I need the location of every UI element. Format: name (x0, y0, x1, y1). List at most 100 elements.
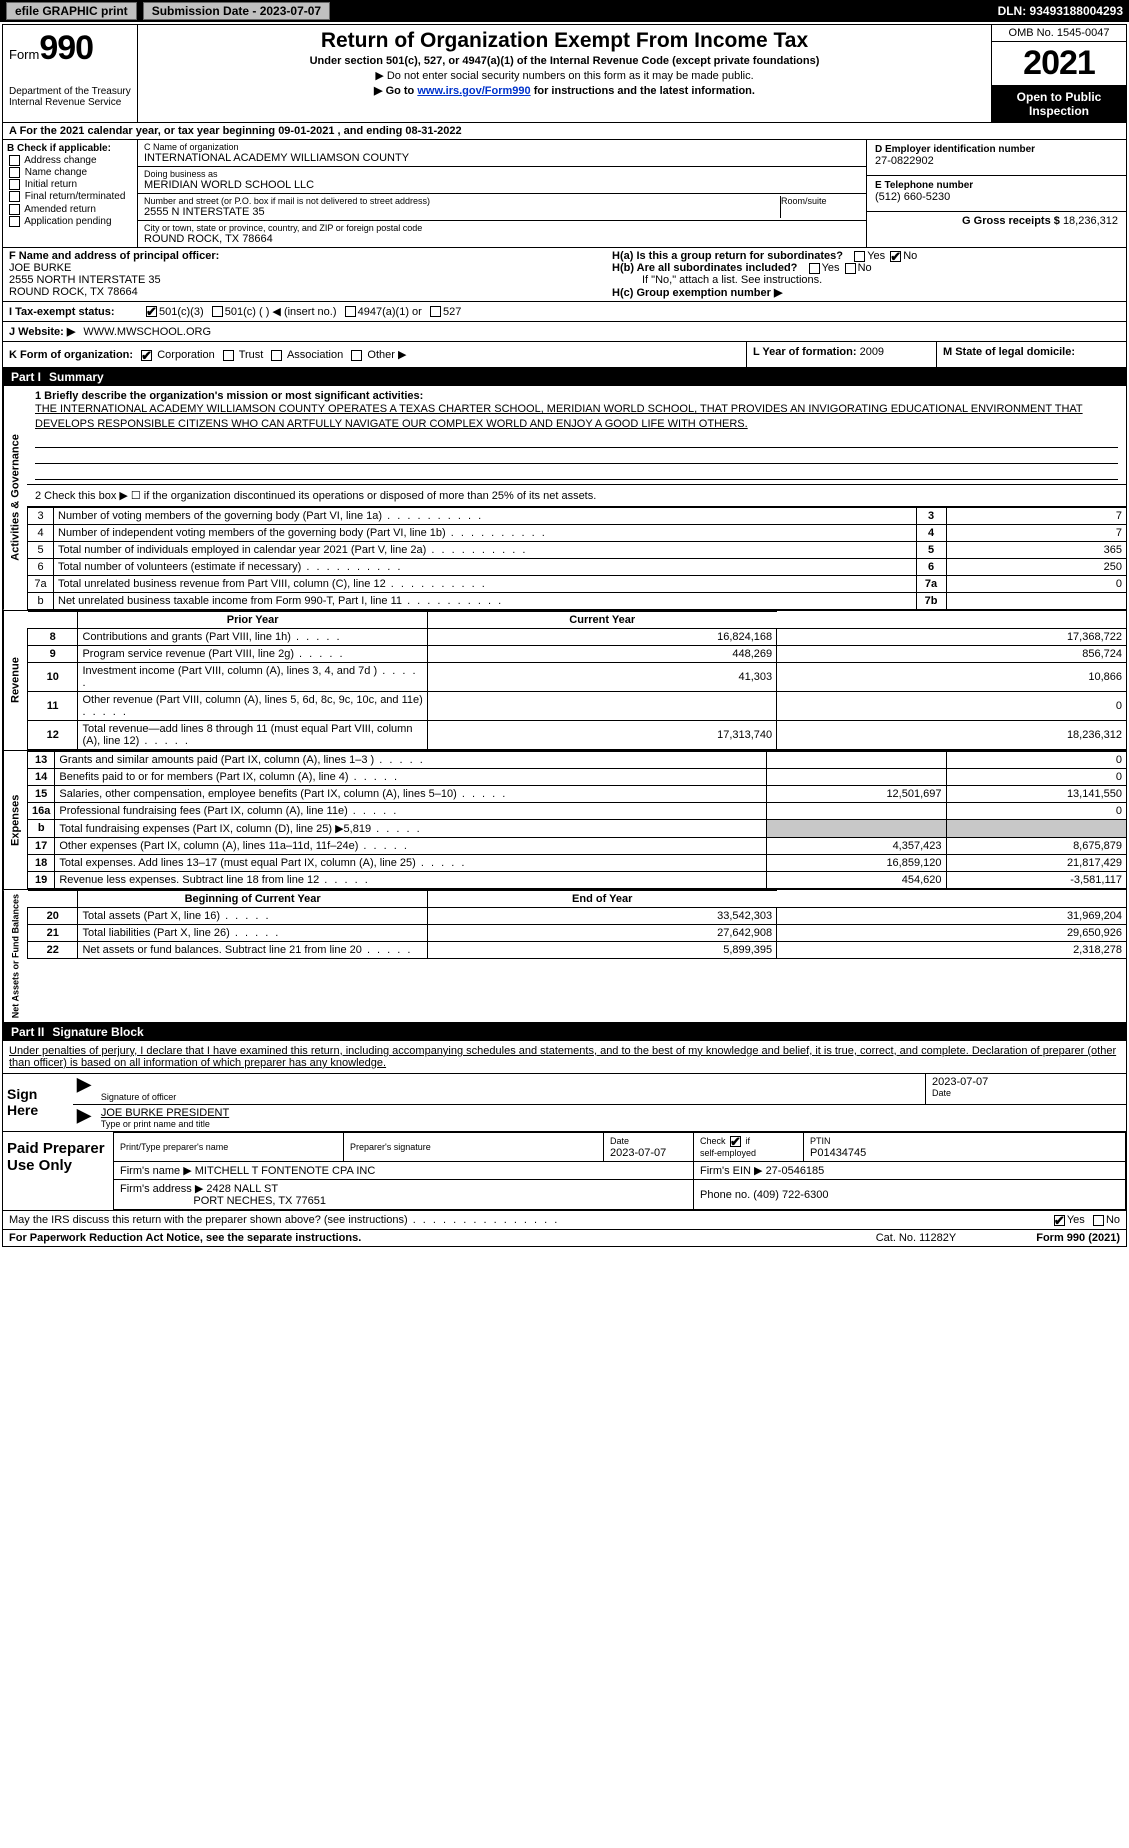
part-ii-label: Part II (11, 1025, 52, 1039)
chk-ha-no[interactable] (890, 251, 901, 262)
chk-4947[interactable] (345, 306, 356, 317)
irs-link[interactable]: www.irs.gov/Form990 (417, 85, 530, 97)
chk-app-pending[interactable] (9, 216, 20, 227)
sig-date: 2023-07-07 (932, 1076, 1120, 1088)
arrow-icon: ▶ (73, 1105, 95, 1131)
line-no: b (28, 819, 55, 837)
discuss-yes: Yes (1067, 1214, 1085, 1226)
part-i-title: Summary (49, 370, 104, 384)
line-text: Net unrelated business taxable income fr… (54, 592, 917, 609)
header-right: OMB No. 1545-0047 2021 Open to Public In… (991, 25, 1126, 122)
discuss-no: No (1106, 1214, 1120, 1226)
firm-addr1: 2428 NALL ST (206, 1183, 278, 1195)
form-number: 990 (39, 29, 93, 67)
submission-date-button[interactable]: Submission Date - 2023-07-07 (143, 2, 330, 20)
chk-hb-no[interactable] (845, 263, 856, 274)
mission-text: THE INTERNATIONAL ACADEMY WILLIAMSON COU… (35, 402, 1118, 432)
line-text: Grants and similar amounts paid (Part IX… (55, 751, 766, 768)
k-lbl: K Form of organization: (9, 349, 133, 361)
ptin-lbl: PTIN (810, 1136, 831, 1146)
prior-year-value (427, 691, 776, 720)
chk-self-employed[interactable] (730, 1136, 741, 1147)
form-990-footer: Form 990 (2021) (1036, 1232, 1120, 1244)
current-year-value: 10,866 (777, 662, 1126, 691)
line-text: Number of voting members of the governin… (54, 507, 917, 524)
chk-527[interactable] (430, 306, 441, 317)
box-no: 5 (916, 541, 946, 558)
current-year-value: 13,141,550 (946, 785, 1126, 802)
c-name-lbl: C Name of organization (144, 142, 860, 152)
chk-trust[interactable] (223, 350, 234, 361)
chk-501c3[interactable] (146, 306, 157, 317)
opt-corp: Corporation (157, 349, 214, 361)
opt-final-return: Final return/terminated (25, 192, 126, 203)
chk-hb-yes[interactable] (809, 263, 820, 274)
chk-other[interactable] (351, 350, 362, 361)
hc-lbl: H(c) Group exemption number ▶ (612, 287, 782, 299)
line-text: Total number of volunteers (estimate if … (54, 558, 917, 575)
pt-name-lbl: Print/Type preparer's name (120, 1142, 228, 1152)
prior-year-value: 33,542,303 (427, 907, 776, 924)
chk-501c[interactable] (212, 306, 223, 317)
line-no: 21 (28, 924, 78, 941)
chk-corp[interactable] (141, 350, 152, 361)
j-val: WWW.MWSCHOOL.ORG (83, 326, 211, 338)
block-activities-governance: Activities & Governance 1 Briefly descri… (3, 386, 1126, 611)
form-990-container: Form990 Department of the TreasuryIntern… (2, 24, 1127, 1247)
line-text: Net assets or fund balances. Subtract li… (78, 941, 427, 958)
table-row: 13 Grants and similar amounts paid (Part… (28, 751, 1127, 768)
prior-year-value: 12,501,697 (766, 785, 946, 802)
line-no: 18 (28, 854, 55, 871)
line-no: 20 (28, 907, 78, 924)
cat-no: Cat. No. 11282Y (876, 1232, 957, 1244)
phone-lbl: Phone no. (700, 1189, 750, 1201)
line-text: Total expenses. Add lines 13–17 (must eq… (55, 854, 766, 871)
form-subtitle: Under section 501(c), 527, or 4947(a)(1)… (148, 55, 981, 67)
chk-name-change[interactable] (9, 167, 20, 178)
chk-amended[interactable] (9, 204, 20, 215)
prior-year-value: 448,269 (427, 645, 776, 662)
prior-year-value: 16,859,120 (766, 854, 946, 871)
table-row: 18 Total expenses. Add lines 13–17 (must… (28, 854, 1127, 871)
chk-assoc[interactable] (271, 350, 282, 361)
efile-print-button[interactable]: efile GRAPHIC print (6, 2, 137, 20)
firm-addr-lbl: Firm's address ▶ (120, 1183, 203, 1195)
form-note-1: ▶ Do not enter social security numbers o… (148, 69, 981, 82)
firm-name-lbl: Firm's name ▶ (120, 1165, 192, 1177)
discuss-text: May the IRS discuss this return with the… (9, 1214, 559, 1226)
prior-year-value: 5,899,395 (427, 941, 776, 958)
chk-final-return[interactable] (9, 191, 20, 202)
prior-year-value: 454,620 (766, 871, 946, 888)
chk-discuss-no[interactable] (1093, 1215, 1104, 1226)
line-value: 0 (946, 575, 1126, 592)
chk-ha-yes[interactable] (854, 251, 865, 262)
chk-discuss-yes[interactable] (1054, 1215, 1065, 1226)
form-title: Return of Organization Exempt From Incom… (148, 29, 981, 53)
current-year-value (946, 819, 1126, 837)
tax-year: 2021 (992, 42, 1126, 86)
sign-here-block: Sign Here ▶ Signature of officer 2023-07… (3, 1074, 1126, 1132)
table-row: 15 Salaries, other compensation, employe… (28, 785, 1127, 802)
dln-label: DLN: 93493188004293 (998, 4, 1123, 18)
line-text: Total unrelated business revenue from Pa… (54, 575, 917, 592)
f-officer: F Name and address of principal officer:… (3, 248, 606, 301)
prior-year-value (766, 819, 946, 837)
side-revenue: Revenue (3, 611, 27, 750)
chk-initial-return[interactable] (9, 179, 20, 190)
part-ii-title: Signature Block (52, 1025, 143, 1039)
city-val: ROUND ROCK, TX 78664 (144, 233, 273, 245)
g-gross-val: 18,236,312 (1063, 215, 1118, 227)
row-klm: K Form of organization: Corporation Trus… (3, 342, 1126, 368)
l-val: 2009 (860, 346, 884, 358)
hb-no: No (858, 262, 872, 274)
opt-address-change: Address change (24, 155, 96, 166)
opt-initial-return: Initial return (25, 179, 77, 190)
table-row: 6 Total number of volunteers (estimate i… (28, 558, 1127, 575)
f-lbl: F Name and address of principal officer: (9, 250, 600, 262)
opt-assoc: Association (287, 349, 343, 361)
pt-sig-lbl: Preparer's signature (350, 1142, 431, 1152)
ha-no: No (903, 250, 917, 262)
box-no: 7a (916, 575, 946, 592)
table-row: 3 Number of voting members of the govern… (28, 507, 1127, 524)
chk-address-change[interactable] (9, 155, 20, 166)
